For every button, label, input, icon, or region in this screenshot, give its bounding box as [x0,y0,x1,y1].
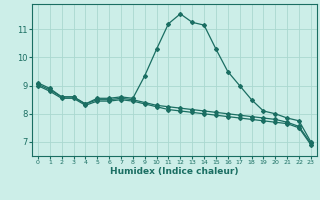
X-axis label: Humidex (Indice chaleur): Humidex (Indice chaleur) [110,167,239,176]
